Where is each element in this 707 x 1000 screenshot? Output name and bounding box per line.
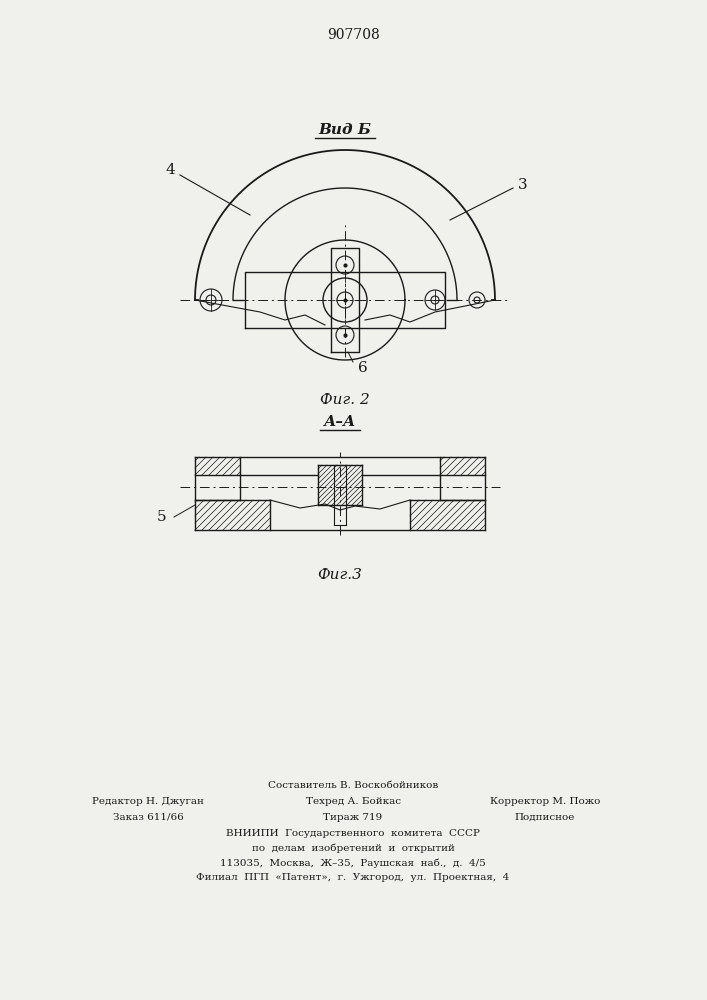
Text: 113035,  Москва,  Ж–35,  Раушская  наб.,  д.  4/5: 113035, Москва, Ж–35, Раушская наб., д. … [220,858,486,868]
Text: ВНИИПИ  Государственного  комитета  СССР: ВНИИПИ Государственного комитета СССР [226,828,480,838]
Text: 6: 6 [358,361,368,375]
Text: Вид Б: Вид Б [319,123,371,137]
Text: 3: 3 [518,178,528,192]
Text: Филиал  ПГП  «Патент»,  г.  Ужгород,  ул.  Проектная,  4: Филиал ПГП «Патент», г. Ужгород, ул. Про… [197,874,510,882]
Text: Заказ 611/66: Заказ 611/66 [112,812,183,822]
Text: Корректор М. Пожо: Корректор М. Пожо [490,798,600,806]
Text: Фиг.3: Фиг.3 [317,568,363,582]
Text: Редактор Н. Джуган: Редактор Н. Джуган [92,798,204,806]
Text: Фиг. 2: Фиг. 2 [320,393,370,407]
Text: Подписное: Подписное [515,812,575,822]
Text: 907708: 907708 [327,28,380,42]
Text: Составитель В. Воскобойников: Составитель В. Воскобойников [268,780,438,790]
Text: Тираж 719: Тираж 719 [323,812,382,822]
Text: 5: 5 [157,510,167,524]
Text: Техред А. Бойкас: Техред А. Бойкас [305,798,400,806]
Text: А–А: А–А [324,415,356,429]
Text: 4: 4 [165,163,175,177]
Text: по  делам  изобретений  и  открытий: по делам изобретений и открытий [252,843,455,853]
